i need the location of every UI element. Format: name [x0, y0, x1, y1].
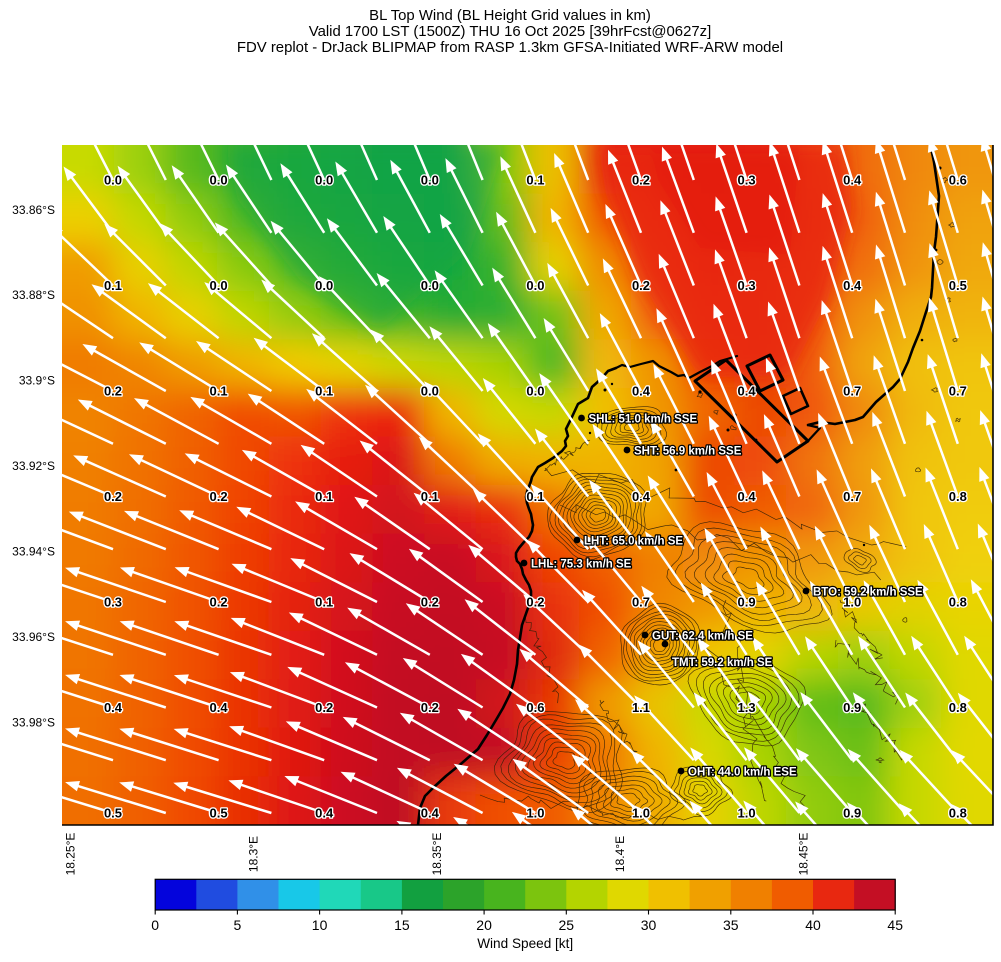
svg-text:0.2: 0.2	[315, 700, 333, 715]
svg-text:15: 15	[394, 917, 410, 933]
svg-text:0.9: 0.9	[738, 595, 756, 610]
svg-text:0.4: 0.4	[421, 806, 440, 821]
svg-text:33.92°S: 33.92°S	[12, 459, 55, 473]
svg-text:1.0: 1.0	[632, 806, 650, 821]
svg-text:0.6: 0.6	[949, 173, 967, 188]
svg-text:0.4: 0.4	[738, 384, 757, 399]
svg-text:0.1: 0.1	[526, 489, 544, 504]
svg-text:0.0: 0.0	[421, 384, 439, 399]
svg-text:0.4: 0.4	[843, 278, 862, 293]
svg-text:0.6: 0.6	[526, 700, 544, 715]
svg-text:BL Top Wind (BL Height Grid va: BL Top Wind (BL Height Grid values in km…	[369, 8, 651, 24]
svg-text:0.3: 0.3	[738, 173, 756, 188]
svg-text:45: 45	[887, 917, 903, 933]
svg-text:0.5: 0.5	[104, 806, 122, 821]
svg-text:0.4: 0.4	[632, 489, 651, 504]
svg-text:0.0: 0.0	[526, 278, 544, 293]
svg-text:40: 40	[805, 917, 821, 933]
svg-text:0.0: 0.0	[210, 173, 228, 188]
svg-text:Wind Speed [kt]: Wind Speed [kt]	[477, 936, 573, 951]
svg-text:0.0: 0.0	[526, 384, 544, 399]
svg-text:LHL: 75.3 km/h SE: LHL: 75.3 km/h SE	[531, 559, 632, 571]
svg-text:18.3°E: 18.3°E	[247, 836, 261, 872]
svg-text:0.8: 0.8	[949, 700, 967, 715]
svg-text:1.3: 1.3	[738, 700, 756, 715]
svg-text:0.4: 0.4	[210, 700, 229, 715]
svg-text:0: 0	[151, 917, 159, 933]
svg-text:0.0: 0.0	[421, 278, 439, 293]
svg-text:0.2: 0.2	[421, 700, 439, 715]
svg-text:18.35°E: 18.35°E	[430, 833, 444, 876]
svg-text:0.8: 0.8	[949, 595, 967, 610]
svg-text:25: 25	[559, 917, 575, 933]
svg-text:10: 10	[312, 917, 328, 933]
svg-text:0.1: 0.1	[104, 278, 122, 293]
svg-text:1.1: 1.1	[632, 700, 650, 715]
svg-text:0.8: 0.8	[949, 489, 967, 504]
svg-text:18.4°E: 18.4°E	[613, 836, 627, 872]
svg-text:0.9: 0.9	[843, 700, 861, 715]
svg-text:SHL: 51.0 km/h SSE: SHL: 51.0 km/h SSE	[589, 414, 698, 426]
svg-text:BTO: 59.2 km/h SSE: BTO: 59.2 km/h SSE	[813, 587, 923, 599]
svg-text:0.2: 0.2	[421, 595, 439, 610]
svg-text:0.7: 0.7	[632, 595, 650, 610]
svg-text:0.4: 0.4	[738, 489, 757, 504]
svg-text:FDV replot - DrJack BLIPMAP fr: FDV replot - DrJack BLIPMAP from RASP 1.…	[237, 40, 783, 56]
svg-text:0.2: 0.2	[526, 595, 544, 610]
svg-text:33.86°S: 33.86°S	[12, 203, 55, 217]
svg-text:0.0: 0.0	[210, 278, 228, 293]
svg-text:0.7: 0.7	[843, 489, 861, 504]
svg-text:0.1: 0.1	[421, 489, 439, 504]
svg-text:0.8: 0.8	[949, 806, 967, 821]
svg-text:0.5: 0.5	[210, 806, 228, 821]
svg-text:SHT: 56.9 km/h SSE: SHT: 56.9 km/h SSE	[634, 446, 742, 458]
svg-text:TMT: 59.2 km/h SE: TMT: 59.2 km/h SE	[672, 657, 773, 669]
svg-text:0.4: 0.4	[843, 173, 862, 188]
svg-text:0.5: 0.5	[949, 278, 967, 293]
svg-text:0.4: 0.4	[104, 700, 123, 715]
svg-text:0.2: 0.2	[210, 489, 228, 504]
svg-text:33.9°S: 33.9°S	[19, 374, 55, 388]
svg-text:0.3: 0.3	[104, 595, 122, 610]
svg-text:0.1: 0.1	[526, 173, 544, 188]
svg-text:0.3: 0.3	[738, 278, 756, 293]
svg-text:0.0: 0.0	[421, 173, 439, 188]
svg-text:0.7: 0.7	[949, 384, 967, 399]
svg-text:30: 30	[641, 917, 657, 933]
svg-text:18.25°E: 18.25°E	[63, 833, 77, 876]
svg-text:0.4: 0.4	[315, 806, 334, 821]
svg-text:0.1: 0.1	[315, 489, 333, 504]
svg-text:0.4: 0.4	[632, 384, 651, 399]
svg-text:0.0: 0.0	[104, 173, 122, 188]
svg-text:33.94°S: 33.94°S	[12, 545, 55, 559]
svg-text:1.0: 1.0	[843, 595, 861, 610]
svg-text:33.96°S: 33.96°S	[12, 630, 55, 644]
svg-text:0.2: 0.2	[210, 595, 228, 610]
svg-text:0.1: 0.1	[315, 384, 333, 399]
svg-text:0.2: 0.2	[104, 384, 122, 399]
svg-text:0.9: 0.9	[843, 806, 861, 821]
svg-text:35: 35	[723, 917, 739, 933]
svg-text:33.88°S: 33.88°S	[12, 288, 55, 302]
svg-text:0.2: 0.2	[632, 278, 650, 293]
svg-text:1.0: 1.0	[526, 806, 544, 821]
svg-text:20: 20	[476, 917, 492, 933]
svg-text:0.1: 0.1	[210, 384, 228, 399]
svg-text:0.2: 0.2	[632, 173, 650, 188]
svg-text:33.98°S: 33.98°S	[12, 716, 55, 730]
svg-text:1.0: 1.0	[738, 806, 756, 821]
svg-text:0.2: 0.2	[104, 489, 122, 504]
svg-text:0.0: 0.0	[315, 278, 333, 293]
svg-text:Valid 1700 LST (1500Z) THU 16: Valid 1700 LST (1500Z) THU 16 Oct 2025 […	[309, 24, 711, 40]
svg-text:OHT: 44.0 km/h ESE: OHT: 44.0 km/h ESE	[688, 767, 797, 779]
svg-text:LHT: 65.0 km/h SE: LHT: 65.0 km/h SE	[584, 536, 683, 548]
svg-text:0.0: 0.0	[315, 173, 333, 188]
svg-text:0.7: 0.7	[843, 384, 861, 399]
svg-text:18.45°E: 18.45°E	[797, 833, 811, 876]
svg-text:0.1: 0.1	[315, 595, 333, 610]
svg-text:GUT: 62.4 km/h SE: GUT: 62.4 km/h SE	[652, 631, 753, 643]
svg-text:5: 5	[234, 917, 242, 933]
